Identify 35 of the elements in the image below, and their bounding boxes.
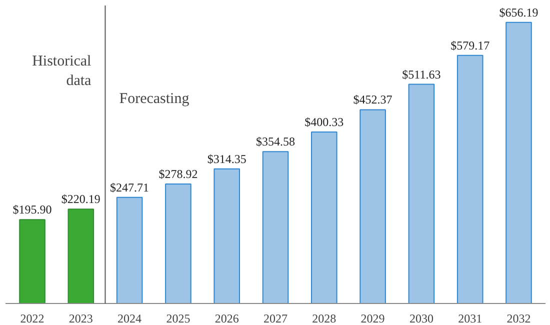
bar (165, 184, 192, 304)
bar (214, 168, 240, 304)
x-tick-label: 2032 (506, 312, 531, 325)
data-label: $195.90 (12, 202, 52, 217)
data-label: $220.19 (61, 192, 100, 206)
x-tick-label: 2030 (409, 312, 434, 325)
bar (360, 109, 386, 304)
data-label: $278.92 (158, 167, 198, 181)
data-label: $579.17 (450, 38, 490, 52)
x-tick-label: 2025 (166, 312, 190, 325)
data-label: $656.19 (499, 5, 538, 20)
x-tick-label: 2029 (360, 312, 385, 325)
data-label: $314.35 (207, 152, 246, 166)
data-label: $511.63 (402, 67, 441, 82)
annotation: Forecasting (119, 90, 190, 107)
bar (311, 131, 338, 304)
x-tick-label: 2027 (264, 312, 288, 325)
bar (506, 22, 532, 304)
x-tick-label: 2023 (68, 312, 93, 325)
data-label: $452.37 (353, 92, 392, 107)
bar (116, 196, 143, 304)
data-label: $354.58 (256, 134, 295, 149)
bar (19, 219, 46, 304)
bar (456, 54, 484, 304)
bar (68, 208, 94, 304)
x-tick-label: 2022 (20, 312, 44, 325)
data-label: $400.33 (304, 114, 344, 129)
data-label: $247.71 (110, 180, 150, 194)
annotation: Historical data (32, 54, 92, 89)
x-tick-label: 2028 (312, 312, 336, 325)
bar (262, 151, 289, 304)
bar (408, 84, 435, 304)
x-tick-label: 2026 (214, 312, 239, 325)
x-tick-label: 2031 (458, 312, 482, 325)
x-tick-label: 2024 (118, 312, 142, 325)
